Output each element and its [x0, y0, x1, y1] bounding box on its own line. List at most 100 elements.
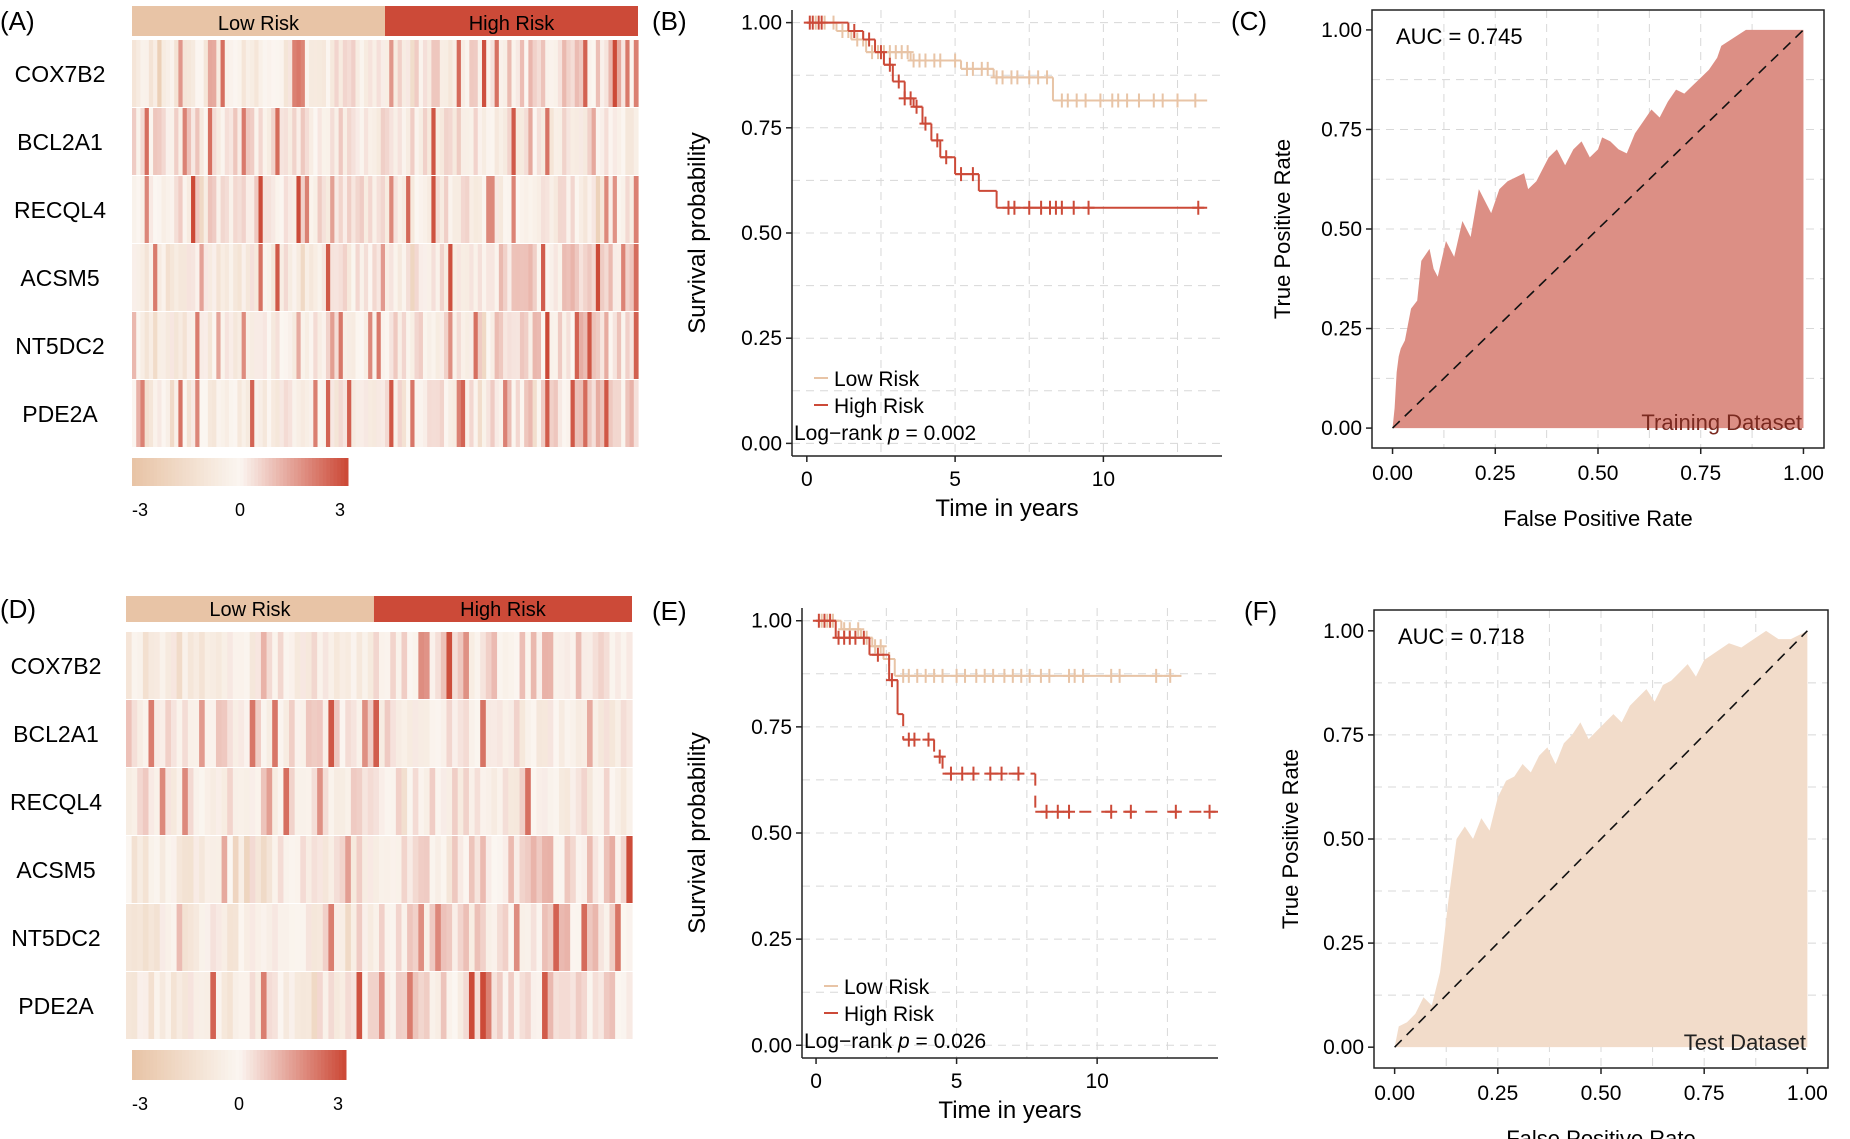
heatmap-cell	[368, 176, 373, 243]
heatmap-cell	[283, 244, 289, 311]
heatmap-cell	[137, 632, 144, 699]
heatmap-cell	[407, 904, 414, 971]
heatmap-cell	[359, 176, 365, 243]
heatmap-cell	[148, 312, 154, 379]
heatmap-cell	[401, 312, 407, 379]
heatmap-cell	[266, 380, 272, 447]
heatmap-cell	[616, 244, 622, 311]
heatmap-cell	[446, 972, 453, 1039]
heatmap-cell	[395, 700, 403, 767]
heatmap-cell	[542, 972, 549, 1039]
heatmap-cell	[395, 632, 403, 699]
heatmap-cell	[262, 108, 268, 175]
heatmap-cell	[258, 40, 264, 107]
heatmap-cell	[397, 108, 403, 175]
legend-label: Low Risk	[834, 368, 920, 391]
heatmap-cell	[260, 972, 268, 1039]
heatmap-cell	[463, 836, 470, 903]
heatmap-cell	[418, 632, 425, 699]
heatmap-cell	[410, 244, 416, 311]
censor-mark	[959, 668, 972, 683]
heatmap-cell	[215, 632, 223, 699]
colorbar-segment	[281, 1050, 286, 1080]
censor-mark	[908, 732, 921, 747]
heatmap-cell	[233, 244, 239, 311]
heatmap-cell	[393, 40, 399, 107]
heatmap-cell	[379, 768, 386, 835]
heatmap-cell	[435, 768, 442, 835]
heatmap-cell	[126, 836, 133, 903]
heatmap-cell	[271, 380, 276, 447]
heatmap-cell	[260, 768, 268, 835]
heatmap-cell	[309, 380, 314, 447]
censor-mark	[1063, 804, 1076, 819]
heatmap-cell	[530, 700, 538, 767]
colorbar-segment	[168, 458, 173, 486]
heatmap-cell	[629, 176, 635, 243]
diagonal-reference	[1391, 29, 1805, 429]
colorbar-segment	[196, 458, 201, 486]
heatmap-cell	[292, 40, 298, 107]
censor-mark	[1043, 668, 1056, 683]
colorbar-segment	[256, 1050, 261, 1080]
heatmap-cell	[384, 632, 391, 699]
heatmap-cell	[221, 904, 228, 971]
heatmap-cell	[486, 380, 492, 447]
heatmap-cell	[300, 904, 307, 971]
heatmap-cell	[587, 244, 593, 311]
heatmap-cell	[266, 768, 273, 835]
heatmap-cell	[440, 632, 448, 699]
heatmap-cell	[334, 380, 340, 447]
heatmap-cell	[608, 244, 614, 311]
heatmap-cell	[362, 904, 369, 971]
heatmap-cell	[131, 972, 138, 1039]
heatmap-cell	[581, 700, 588, 767]
colorbar-segment	[181, 1050, 186, 1080]
auc-label: AUC = 0.718	[1398, 624, 1525, 649]
heatmap-cell	[203, 108, 209, 175]
heatmap-cell	[528, 108, 534, 175]
heatmap-cell	[154, 904, 161, 971]
heatmap-cell	[283, 40, 289, 107]
heatmap-cell	[271, 40, 276, 107]
heatmap-cell	[272, 972, 279, 1039]
heatmap-cell	[397, 244, 403, 311]
heatmap-cell	[511, 312, 517, 379]
heatmap-cell	[435, 312, 441, 379]
heatmap-cell	[313, 380, 319, 447]
heatmap-cell	[621, 312, 626, 379]
y-tick-label: 0.00	[751, 1034, 792, 1057]
heatmap-cell	[137, 836, 144, 903]
heatmap-cell	[277, 836, 285, 903]
heatmap-cell	[469, 244, 475, 311]
heatmap-cell	[355, 40, 361, 107]
heatmap-cell	[305, 768, 313, 835]
heatmap-cell	[204, 904, 211, 971]
censor-mark	[1124, 804, 1137, 819]
heatmap-cell	[574, 380, 580, 447]
heatmap-cell	[136, 312, 142, 379]
heatmap-cell	[603, 904, 611, 971]
heatmap-cell	[431, 312, 437, 379]
heatmap-cell	[250, 312, 255, 379]
heatmap-cell	[469, 176, 475, 243]
heatmap-cell	[446, 768, 453, 835]
y-tick-label: 1.00	[1321, 19, 1362, 42]
heatmap-cell	[322, 632, 329, 699]
heatmap-cell	[532, 40, 538, 107]
heatmap-cell	[187, 768, 195, 835]
heatmap-cell	[142, 904, 150, 971]
heatmap-cell	[199, 40, 205, 107]
colorbar-segment	[326, 458, 331, 486]
heatmap-cell	[524, 40, 529, 107]
heatmap-cell	[549, 244, 555, 311]
heatmap-cell	[345, 972, 352, 1039]
heatmap-cell	[153, 176, 158, 243]
heatmap-cell	[311, 632, 318, 699]
heatmap-cell	[250, 176, 255, 243]
heatmap-cell	[435, 700, 442, 767]
heatmap-cell	[159, 768, 166, 835]
heatmap-cell	[271, 176, 276, 243]
heatmap-cell	[532, 108, 538, 175]
heatmap-cell	[174, 312, 179, 379]
